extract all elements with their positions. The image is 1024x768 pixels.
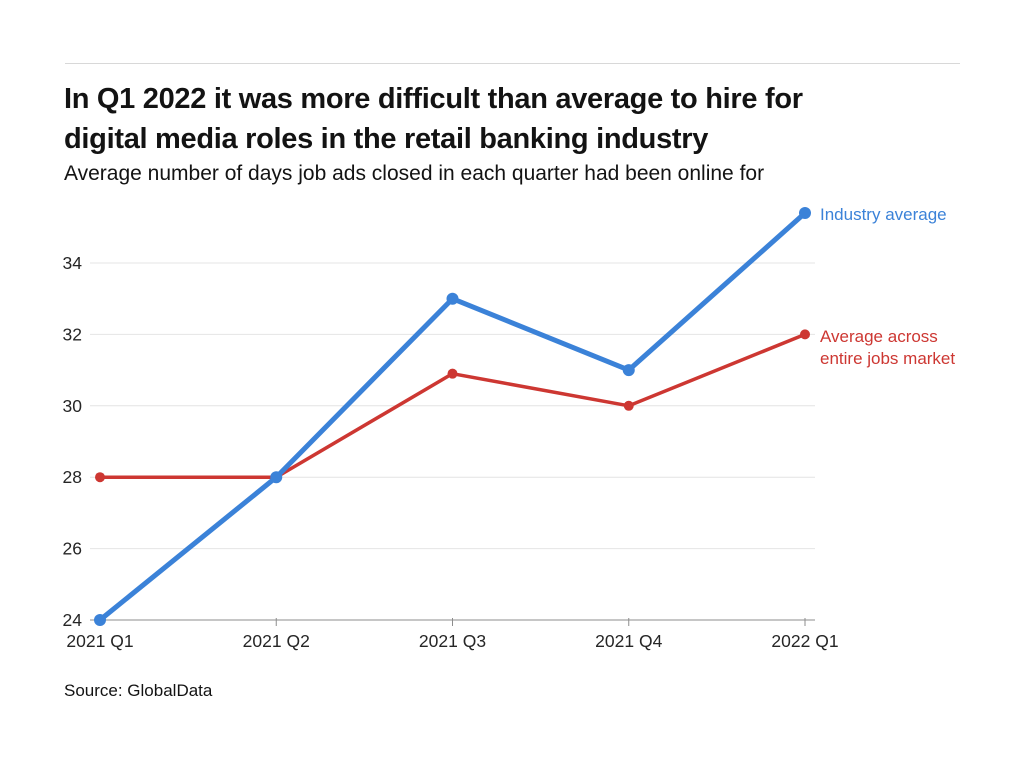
data-point-average-across-entire-jobs-market [800,329,810,340]
legend-industry-average: Industry average [820,204,990,226]
y-tick-label: 34 [63,253,83,273]
data-point-industry-average [94,614,106,626]
x-tick-label: 2022 Q1 [771,631,838,651]
data-point-average-across-entire-jobs-market [95,472,105,483]
y-tick-label: 28 [63,467,82,487]
data-point-industry-average [622,364,635,377]
data-point-industry-average [446,292,459,305]
y-tick-label: 24 [63,610,83,630]
y-tick-label: 30 [63,396,83,416]
x-tick-label: 2021 Q4 [595,631,662,651]
chart-subtitle: Average number of days job ads closed in… [64,162,765,185]
series-line-industry-average [97,210,808,623]
legend-industry-average-text: Industry average [820,205,947,224]
x-tick-label: 2021 Q2 [243,631,310,651]
legend-jobs-market-line1: Average across [820,327,938,346]
legend-jobs-market-line2: entire jobs market [820,349,956,368]
chart-title: In Q1 2022 it was more difficult than av… [64,79,984,159]
x-tick-label: 2021 Q1 [66,631,133,651]
data-point-average-across-entire-jobs-market [623,400,634,411]
y-tick-label: 32 [63,324,82,344]
chart-title-line2: digital media roles in the retail bankin… [64,123,709,155]
source-note: Source: GlobalData [64,681,213,700]
top-divider [65,63,960,64]
legend-jobs-market: Average across entire jobs market [820,326,990,370]
x-tick-label: 2021 Q3 [419,631,486,651]
line-chart-plot-area: 24 26 28 30 32 34 2021 Q1 2021 Q2 2021 Q3 2021 Q4… [63,207,839,651]
chart-title-line1: In Q1 2022 it was more difficult than av… [64,83,803,115]
y-tick-label: 26 [63,539,82,559]
data-point-industry-average [270,471,283,484]
data-point-industry-average [799,207,811,220]
data-point-average-across-entire-jobs-market [447,368,458,379]
